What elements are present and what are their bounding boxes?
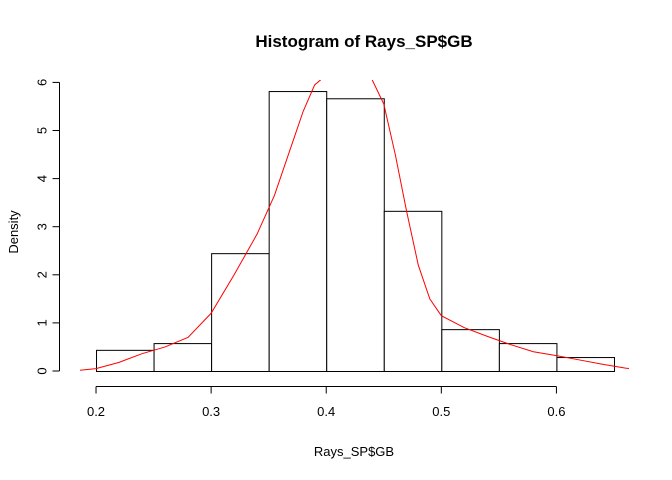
x-tick-label-5: 0.6 (547, 404, 565, 419)
y-tick-label-2: 1 (35, 319, 50, 326)
y-tick-label-1: 0 (35, 367, 50, 374)
histogram-bar-5 (326, 98, 385, 372)
histogram-bar-2 (153, 343, 213, 373)
histogram-bar-9 (556, 357, 615, 372)
x-tick-label-3: 0.4 (317, 404, 335, 419)
histogram-bar-6 (383, 210, 443, 372)
y-tick-label-4: 3 (35, 223, 50, 230)
x-tick-label-1: 0.2 (87, 404, 105, 419)
y-tick-label-7: 6 (35, 79, 50, 86)
histogram-bar-1 (96, 349, 155, 372)
y-axis-label: Density (6, 210, 21, 254)
histogram-bar-4 (268, 91, 328, 372)
density-curve (80, 80, 629, 371)
x-axis: 0.2 0.3 0.4 0.5 0.6 (87, 386, 565, 419)
histogram-bars (96, 91, 615, 373)
histogram-bar-7 (441, 329, 500, 372)
y-tick-label-5: 4 (35, 175, 50, 182)
density-curve-layer (80, 80, 629, 371)
y-axis: 0 1 2 3 4 5 6 (35, 79, 60, 375)
x-axis-label: Rays_SP$GB (314, 444, 394, 459)
y-tick-label-6: 5 (35, 127, 50, 134)
histogram-bar-8 (498, 343, 558, 373)
histogram-bar-3 (211, 253, 270, 372)
x-tick-label-2: 0.3 (202, 404, 220, 419)
y-tick-label-3: 2 (35, 271, 50, 278)
chart-title: Histogram of Rays_SP$GB (255, 32, 472, 51)
x-tick-label-4: 0.5 (432, 404, 450, 419)
